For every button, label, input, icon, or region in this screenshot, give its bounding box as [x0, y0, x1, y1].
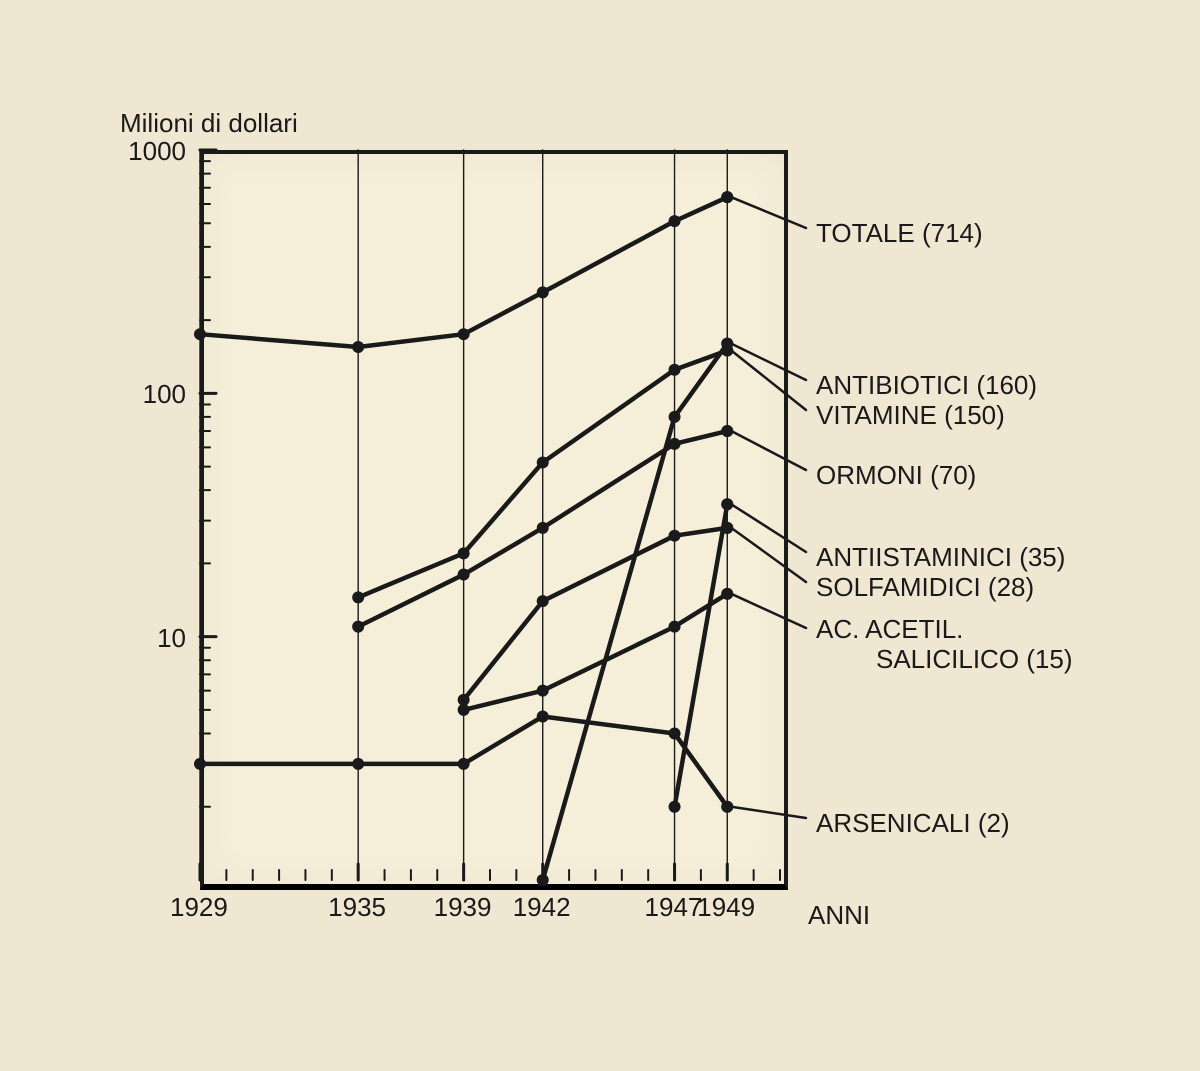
x-tick-label: 1942 [513, 892, 571, 923]
y-tick-label: 10 [157, 623, 186, 654]
series-label: ANTIISTAMINICI (35) [816, 542, 1065, 573]
x-tick-label: 1947 [645, 892, 703, 923]
series-label: ORMONI (70) [816, 460, 976, 491]
series-label: TOTALE (714) [816, 218, 983, 249]
series-label: SALICILICO (15) [876, 644, 1073, 675]
series-label: AC. ACETIL. [816, 614, 963, 645]
x-tick-label: 1949 [697, 892, 755, 923]
series-label: VITAMINE (150) [816, 400, 1005, 431]
series-label: SOLFAMIDICI (28) [816, 572, 1034, 603]
x-tick-label: 1935 [328, 892, 386, 923]
y-tick-label: 100 [143, 379, 186, 410]
series-label: ARSENICALI (2) [816, 808, 1010, 839]
y-tick-label: 1000 [128, 136, 186, 167]
page: { "chart": { "type": "line", "title_y": … [0, 0, 1200, 1071]
x-tick-label: 1929 [170, 892, 228, 923]
x-tick-label: 1939 [434, 892, 492, 923]
series-label: ANTIBIOTICI (160) [816, 370, 1037, 401]
series-antiistaminici [675, 504, 728, 806]
